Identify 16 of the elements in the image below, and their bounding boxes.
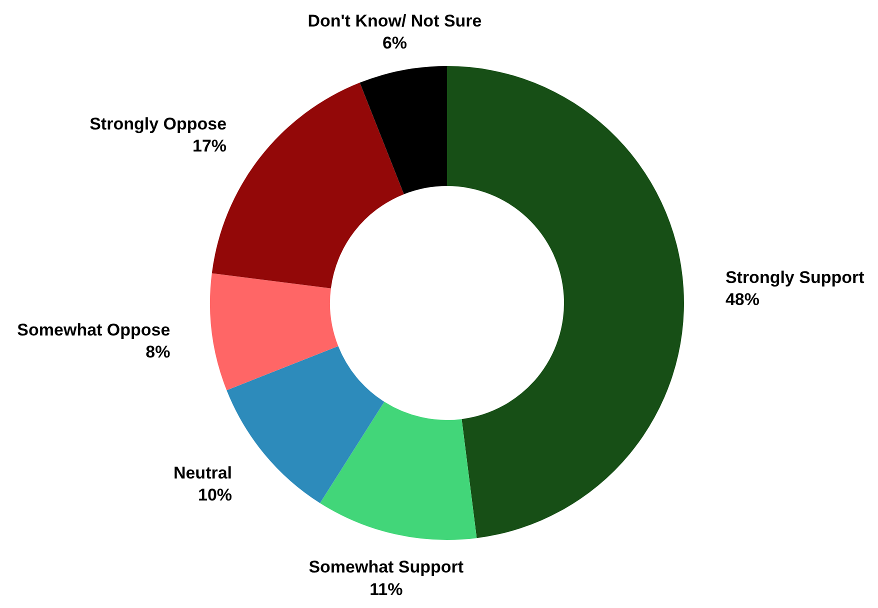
slice-label: Strongly Support (725, 268, 865, 287)
data-label: 10% (198, 485, 232, 504)
data-label: 11% (370, 580, 403, 599)
donut-slice (447, 66, 684, 538)
slice-label: Strongly Oppose (90, 114, 227, 134)
donut-slice (210, 273, 338, 390)
donut-slice (360, 66, 447, 194)
slice-label: Neutral (173, 463, 232, 482)
data-label: 8% (146, 342, 170, 362)
data-label: 17% (192, 136, 227, 156)
slice-label: Somewhat Oppose (17, 320, 170, 340)
slice-label: Don't Know/ Not Sure (308, 11, 482, 30)
data-label: 6% (382, 33, 408, 52)
donut-slice (320, 402, 477, 540)
data-label: 48% (725, 290, 760, 310)
slice-label: Somewhat Support (308, 558, 464, 577)
